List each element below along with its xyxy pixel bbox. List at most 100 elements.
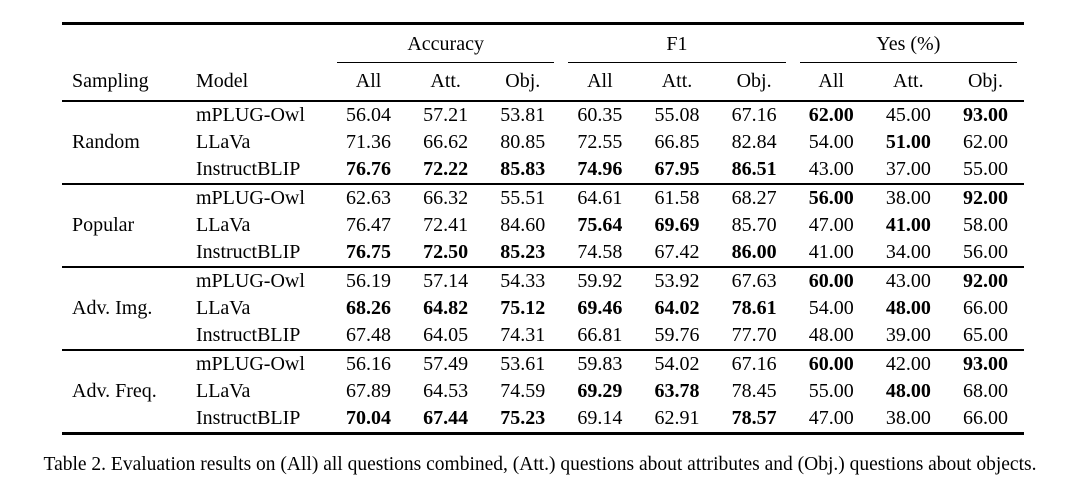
- table-body: Random mPLUG-Owl 56.04 57.21 53.81 60.35 55.08…: [62, 101, 1024, 434]
- group-header-label: Yes (%): [876, 32, 941, 55]
- metric-value: 84.60: [500, 214, 546, 236]
- metric-value: 80.85: [500, 131, 546, 153]
- table-row: Adv. Img. mPLUG-Owl 56.19 57.14 54.33 59.92 53…: [62, 267, 1024, 319]
- metric-value: 59.76: [654, 324, 700, 346]
- metric-value: 68.26: [346, 297, 392, 319]
- model-name: InstructBLIP: [196, 158, 301, 180]
- metric-value: 66.00: [962, 407, 1008, 429]
- metric-value: 34.00: [885, 241, 931, 263]
- metric-value: 67.16: [731, 353, 777, 375]
- metric-value: 57.49: [423, 353, 469, 375]
- metric-value: 67.44: [423, 407, 469, 429]
- group-header-row: Accuracy F1 Yes (%): [62, 24, 1024, 64]
- metric-value: 74.58: [577, 241, 623, 263]
- metric-value: 57.21: [423, 104, 469, 126]
- column-header-sampling: Sampling: [72, 70, 149, 92]
- model-name: LLaVa: [196, 297, 251, 319]
- metric-value: 56.16: [346, 353, 392, 375]
- results-table-wrapper: Accuracy F1 Yes (%) Sampling Model All A…: [62, 22, 1024, 435]
- metric-value: 39.00: [885, 324, 931, 346]
- table-header: Accuracy F1 Yes (%) Sampling Model All A…: [62, 24, 1024, 101]
- metric-value: 37.00: [885, 158, 931, 180]
- metric-value: 57.14: [423, 270, 469, 292]
- table-row: LLaVa 76.47 72.41 84.60 75.64 69.69 85.70 47.00…: [62, 212, 1024, 239]
- metric-value: 38.00: [885, 407, 931, 429]
- metric-value: 41.00: [885, 214, 931, 236]
- column-header-yes-all: All: [818, 70, 844, 92]
- metric-value: 67.16: [731, 104, 777, 126]
- metric-value: 54.33: [500, 270, 546, 292]
- metric-value: 54.02: [654, 353, 700, 375]
- table-caption: Table 2. Evaluation results on (All) all…: [43, 454, 1037, 475]
- metric-value: 67.89: [346, 380, 392, 402]
- metric-value: 86.51: [731, 158, 777, 180]
- metric-value: 68.27: [731, 187, 777, 209]
- metric-value: 58.00: [962, 214, 1008, 236]
- table-row: InstructBLIP 70.04 67.44 75.23 69.14 62.91 78.…: [62, 405, 1024, 434]
- metric-value: 77.70: [731, 324, 777, 346]
- group-header-label: F1: [666, 32, 688, 55]
- metric-value: 66.32: [423, 187, 469, 209]
- metric-value: 92.00: [962, 270, 1008, 292]
- sampling-label: Adv. Freq.: [72, 380, 157, 402]
- metric-value: 69.14: [577, 407, 623, 429]
- model-name: InstructBLIP: [196, 407, 301, 429]
- column-header-accuracy-all: All: [355, 70, 382, 92]
- column-header-yes-att: Att.: [893, 70, 924, 92]
- metric-value: 63.78: [654, 380, 700, 402]
- column-header-accuracy-obj: Obj.: [505, 70, 541, 92]
- metric-value: 43.00: [885, 270, 931, 292]
- metric-value: 69.69: [654, 214, 700, 236]
- metric-value: 55.00: [962, 158, 1008, 180]
- group-header-f1: F1: [561, 24, 792, 64]
- metric-value: 86.00: [731, 241, 777, 263]
- column-header-yes-obj: Obj.: [967, 70, 1003, 92]
- metric-value: 75.12: [500, 297, 546, 319]
- metric-value: 53.92: [654, 270, 700, 292]
- metric-value: 62.00: [808, 104, 854, 126]
- metric-value: 54.00: [808, 131, 854, 153]
- group-header-yes-percent: Yes (%): [793, 24, 1024, 64]
- metric-value: 48.00: [885, 297, 931, 319]
- metric-value: 56.00: [808, 187, 854, 209]
- metric-value: 67.42: [654, 241, 700, 263]
- metric-value: 62.63: [346, 187, 392, 209]
- metric-value: 66.00: [962, 297, 1008, 319]
- metric-value: 55.51: [500, 187, 546, 209]
- table-row: Adv. Freq. mPLUG-Owl 56.16 57.49 53.61 59.83 5…: [62, 350, 1024, 402]
- metric-value: 74.31: [500, 324, 546, 346]
- metric-value: 69.46: [577, 297, 623, 319]
- table-row: Random mPLUG-Owl 56.04 57.21 53.81 60.35 55.08…: [62, 101, 1024, 153]
- metric-value: 53.61: [500, 353, 546, 375]
- metric-value: 56.04: [346, 104, 392, 126]
- sampling-label: Random: [72, 131, 140, 153]
- metric-value: 66.85: [654, 131, 700, 153]
- metric-value: 60.00: [808, 353, 854, 375]
- model-name: InstructBLIP: [196, 324, 301, 346]
- metric-value: 48.00: [808, 324, 854, 346]
- metric-value: 43.00: [808, 158, 854, 180]
- metric-value: 41.00: [808, 241, 854, 263]
- table-row: InstructBLIP 76.75 72.50 85.23 74.58 67.42 86.…: [62, 239, 1024, 267]
- table-row: LLaVa 68.26 64.82 75.12 69.46 64.02 78.61 54.00…: [62, 295, 1024, 322]
- model-name: LLaVa: [196, 214, 251, 236]
- metric-value: 85.23: [500, 241, 546, 263]
- metric-value: 59.83: [577, 353, 623, 375]
- model-name: InstructBLIP: [196, 241, 301, 263]
- metric-value: 48.00: [885, 380, 931, 402]
- model-name: LLaVa: [196, 380, 251, 402]
- metric-value: 64.61: [577, 187, 623, 209]
- metric-value: 68.00: [962, 380, 1008, 402]
- sampling-label: Popular: [72, 214, 135, 236]
- column-header-f1-all: All: [587, 70, 613, 92]
- metric-value: 42.00: [885, 353, 931, 375]
- metric-value: 60.00: [808, 270, 854, 292]
- metric-value: 76.47: [346, 214, 392, 236]
- model-name: mPLUG-Owl: [196, 353, 305, 375]
- column-header-row: Sampling Model All Att. Obj. All Att. Ob…: [62, 63, 1024, 101]
- model-name: LLaVa: [196, 131, 251, 153]
- metric-value: 76.76: [346, 158, 392, 180]
- metric-value: 66.62: [423, 131, 469, 153]
- metric-value: 62.00: [962, 131, 1008, 153]
- metric-value: 45.00: [885, 104, 931, 126]
